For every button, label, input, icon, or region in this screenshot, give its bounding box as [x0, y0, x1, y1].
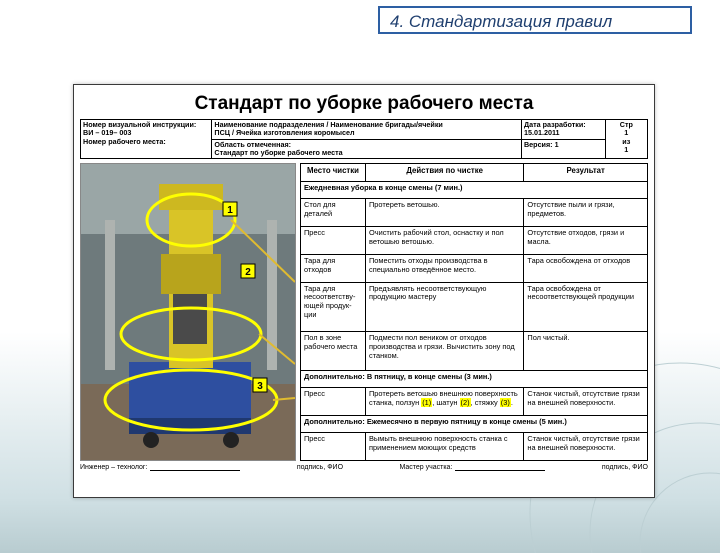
cleaning-table: Место чистки Действия по чистке Результа…: [300, 163, 648, 461]
col-action: Действия по чистке: [366, 164, 524, 182]
col-result: Результат: [524, 164, 648, 182]
table-row: Пресс Протереть ветошью внешнюю поверхно…: [301, 388, 648, 416]
hdr-mid1-value: ПСЦ / Ячейка изготовления коромысел: [214, 128, 354, 137]
section-daily: Ежедневная уборка в конце смены (7 мин.): [301, 181, 648, 198]
table-row: Пресс Вымыть внешнюю поверхность станка …: [301, 433, 648, 461]
table-row: Пресс Очистить рабочий стол, оснастку и …: [301, 226, 648, 254]
machine-photo: 1 2 3: [80, 163, 296, 461]
footer-mid: Мастер участка:: [399, 464, 545, 471]
table-row: Тара для несоответству-ющей продук-ции П…: [301, 282, 648, 332]
svg-text:3: 3: [257, 381, 263, 392]
document-body: 1 2 3 Место чистки Действия по чистке Ре…: [80, 163, 648, 461]
slide-title-box: 4. Стандартизация правил: [378, 6, 692, 34]
hdr-ver-value: 1: [555, 140, 559, 149]
hdr-ver-label: Версия:: [524, 140, 553, 149]
table-row: Пол в зоне рабочего места Подмести пол в…: [301, 332, 648, 371]
hdr-left2-label: Номер рабочего места:: [83, 137, 166, 146]
footer-mid-sub: подпись, ФИО: [297, 464, 343, 471]
hdr-page-v2: 1: [624, 145, 628, 154]
section-monthly: Дополнительно: Ежемесячно в первую пятни…: [301, 416, 648, 433]
col-place: Место чистки: [301, 164, 366, 182]
slide: 4. Стандартизация правил Стандарт по убо…: [0, 0, 720, 553]
document-frame: Стандарт по уборке рабочего места Номер …: [73, 84, 655, 498]
document-footer: Инженер – технолог: подпись, ФИО Мастер …: [80, 464, 648, 471]
footer-right-sub: подпись, ФИО: [602, 464, 648, 471]
footer-left: Инженер – технолог:: [80, 464, 240, 471]
hdr-mid2-value: Стандарт по уборке рабочего места: [214, 148, 342, 157]
section-friday: Дополнительно: В пятницу, в конце смены …: [301, 371, 648, 388]
table-row: Тара для отходов Поместить отходы произв…: [301, 254, 648, 282]
hdr-date-value: 15.01.2011: [524, 128, 560, 137]
slide-title: 4. Стандартизация правил: [390, 12, 612, 31]
document-title: Стандарт по уборке рабочего места: [80, 93, 648, 115]
document-header-table: Номер визуальной инструкции: ВИ – 019– 0…: [80, 119, 648, 159]
svg-text:1: 1: [227, 205, 233, 216]
row2-action: Протереть ветошью внешнюю поверхность ст…: [366, 388, 524, 416]
svg-text:2: 2: [245, 267, 251, 278]
table-row: Стол для деталей Протереть ветошью. Отсу…: [301, 198, 648, 226]
machine-photo-svg: 1 2 3: [81, 164, 295, 460]
